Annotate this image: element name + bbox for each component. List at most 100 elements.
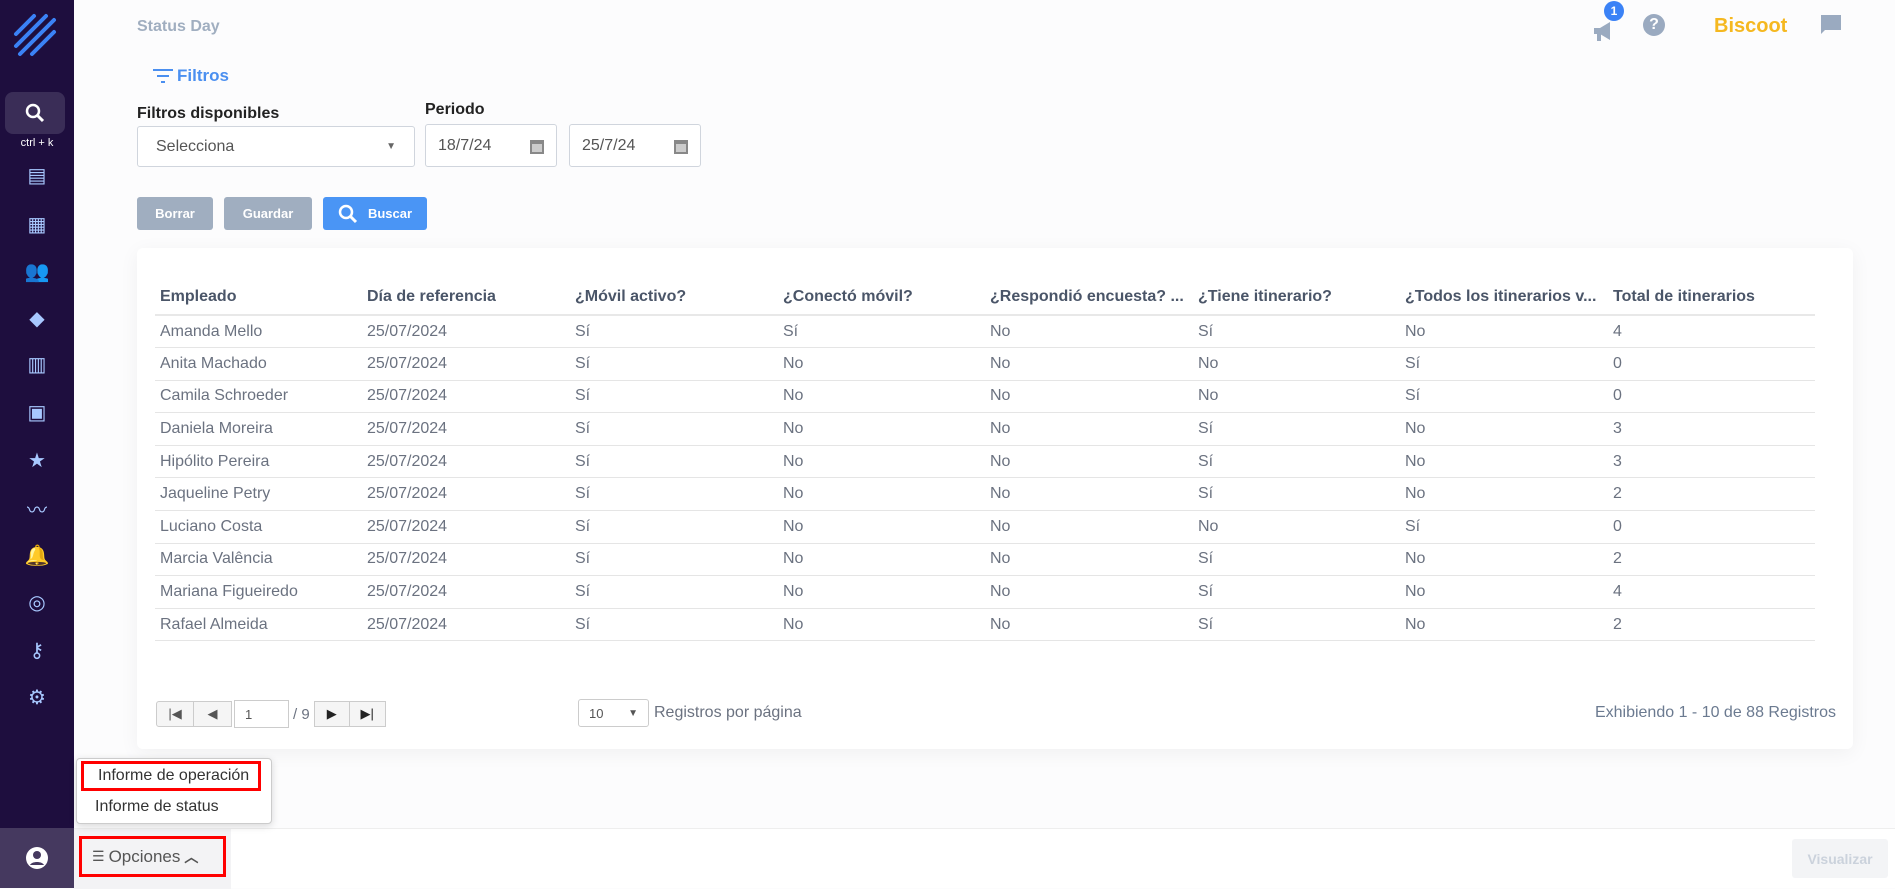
calendar-icon[interactable] [674, 138, 688, 154]
table-row[interactable]: Hipólito Pereira 25/07/2024 Sí No No Sí No 3 [155, 445, 1815, 479]
filters-toggle[interactable]: Filtros [153, 66, 229, 86]
options-button[interactable]: ☰ Opciones ︿ [79, 836, 226, 877]
table-cell: No [778, 510, 985, 544]
last-page-button[interactable]: ▶| [349, 701, 386, 727]
calendar-icon[interactable] [530, 138, 544, 154]
table-cell: No [985, 510, 1193, 544]
table-cell: No [985, 477, 1193, 512]
date-to-input[interactable]: 25/7/24 [569, 124, 701, 167]
table-cell: 25/07/2024 [362, 380, 570, 414]
clear-button[interactable]: Borrar [137, 197, 213, 230]
table-cell: Sí [570, 543, 778, 577]
page-size-control: 10 ▼ Registros por página [578, 699, 802, 727]
table-cell: Sí [778, 315, 985, 349]
key-icon[interactable]: ⚷ [29, 639, 45, 662]
table-cell: No [1400, 608, 1608, 642]
table-cell: Luciano Costa [155, 510, 362, 544]
table-cell: 0 [1608, 380, 1815, 414]
table-cell: 2 [1608, 608, 1815, 642]
column-header[interactable]: ¿Todos los itinerarios v... [1400, 280, 1608, 316]
table-row[interactable]: Rafael Almeida 25/07/2024 Sí No No Sí No 2 [155, 608, 1815, 642]
table-row[interactable]: Jaqueline Petry 25/07/2024 Sí No No Sí No 2 [155, 477, 1815, 512]
table-cell: No [778, 575, 985, 609]
clipboard-icon[interactable]: ▣ [27, 401, 47, 424]
column-header[interactable]: Empleado [155, 280, 362, 316]
search-shortcut: ctrl + k [20, 137, 54, 149]
table-cell: Sí [1400, 510, 1608, 544]
available-filters-select[interactable]: Selecciona ▼ [137, 126, 415, 167]
table-cell: Sí [570, 477, 778, 512]
table-row[interactable]: Camila Schroeder 25/07/2024 Sí No No No Sí 0 [155, 380, 1815, 414]
table-cell: 2 [1608, 477, 1815, 512]
table-row[interactable]: Luciano Costa 25/07/2024 Sí No No No Sí 0 [155, 510, 1815, 544]
radar-icon[interactable]: ◎ [28, 591, 46, 614]
map-icon[interactable]: ▥ [27, 353, 47, 376]
column-header[interactable]: ¿Conectó móvil? [778, 280, 985, 316]
search-button[interactable] [5, 92, 65, 134]
search-filter-button[interactable]: Buscar [323, 197, 427, 230]
next-page-button[interactable]: ▶ [313, 701, 350, 727]
visualize-button[interactable]: Visualizar [1792, 839, 1888, 878]
table-row[interactable]: Anita Machado 25/07/2024 Sí No No No Sí 0 [155, 347, 1815, 381]
table-cell: No [985, 347, 1193, 381]
column-header[interactable]: ¿Móvil activo? [570, 280, 778, 316]
date-from-value: 18/7/24 [438, 136, 492, 154]
table-cell: Rafael Almeida [155, 608, 362, 642]
date-from-input[interactable]: 18/7/24 [425, 124, 557, 167]
column-header[interactable]: Día de referencia [362, 280, 570, 316]
table-cell: No [778, 380, 985, 414]
column-header[interactable]: ¿Tiene itinerario? [1193, 280, 1400, 316]
chevron-up-icon: ︿ [184, 848, 199, 865]
page-size-select[interactable]: 10 ▼ [578, 699, 649, 727]
table-cell: Anita Machado [155, 347, 362, 381]
table-cell: Sí [1193, 575, 1400, 609]
tag-icon[interactable]: ◆ [29, 307, 45, 330]
table-cell: Amanda Mello [155, 315, 362, 349]
table-cell: Camila Schroeder [155, 380, 362, 414]
store-star-icon[interactable]: ★ [28, 449, 46, 472]
column-header[interactable]: Total de itinerarios [1608, 280, 1815, 316]
table-cell: Sí [1193, 315, 1400, 349]
list-icon: ☰ [92, 848, 105, 864]
table-cell: No [778, 347, 985, 381]
table-cell: No [1193, 380, 1400, 414]
table-row[interactable]: Daniela Moreira 25/07/2024 Sí No No Sí No 3 [155, 412, 1815, 446]
table-cell: 3 [1608, 445, 1815, 479]
announcements-button[interactable]: 1 [1592, 1, 1624, 42]
table-cell: 25/07/2024 [362, 575, 570, 609]
page-size-value: 10 [589, 705, 604, 721]
table-cell: No [1400, 575, 1608, 609]
help-icon[interactable]: ? [1643, 14, 1665, 36]
table-cell: 4 [1608, 315, 1815, 349]
users-icon[interactable]: 👥 [24, 260, 50, 283]
logo-icon[interactable] [12, 12, 58, 58]
chat-icon[interactable] [1819, 14, 1843, 36]
prev-page-button[interactable]: ◀ [194, 701, 232, 727]
options-area [74, 829, 231, 889]
column-header[interactable]: ¿Respondió encuesta? ... [985, 280, 1193, 316]
table-row[interactable]: Amanda Mello 25/07/2024 Sí Sí No Sí No 4 [155, 315, 1815, 349]
notification-badge: 1 [1604, 1, 1624, 21]
table-row[interactable]: Mariana Figueiredo 25/07/2024 Sí No No Sí No 4 [155, 575, 1815, 609]
first-page-button[interactable]: |◀ [156, 701, 194, 727]
table-cell: 25/07/2024 [362, 543, 570, 577]
dashboard-icon[interactable]: ▤ [27, 164, 47, 187]
menu-item-operation-report[interactable]: Informe de operación [81, 761, 261, 791]
save-button[interactable]: Guardar [224, 197, 312, 230]
table-cell: Sí [1193, 445, 1400, 479]
table-cell: No [1400, 412, 1608, 446]
trend-icon[interactable]: 〰 [27, 499, 47, 522]
store-icon[interactable]: ▦ [27, 213, 47, 236]
user-profile-button[interactable] [0, 828, 74, 888]
bell-icon[interactable]: 🔔 [24, 544, 50, 567]
gear-icon[interactable]: ⚙ [28, 686, 46, 709]
menu-item-status-report[interactable]: Informe de status [95, 798, 219, 815]
table-cell: No [778, 412, 985, 446]
table-cell: Sí [1400, 380, 1608, 414]
filters-toggle-label: Filtros [177, 66, 229, 85]
table-cell: 4 [1608, 575, 1815, 609]
table-row[interactable]: Marcia Valência 25/07/2024 Sí No No Sí No 2 [155, 543, 1815, 577]
page-input[interactable]: 1 [234, 700, 289, 728]
bottom-bar: ☰ Opciones ︿ Visualizar [74, 828, 1895, 889]
table-cell: 25/07/2024 [362, 347, 570, 381]
